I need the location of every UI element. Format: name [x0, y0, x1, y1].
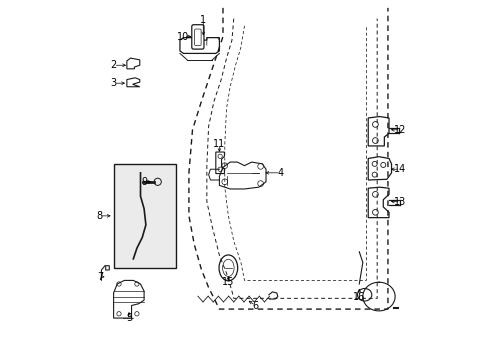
Text: 12: 12 [393, 125, 406, 135]
Text: 8: 8 [96, 211, 102, 221]
Text: 5: 5 [125, 313, 132, 323]
Text: 9: 9 [141, 177, 147, 187]
FancyBboxPatch shape [191, 25, 203, 49]
Text: 15: 15 [222, 277, 234, 287]
Text: 14: 14 [393, 164, 406, 174]
Text: 11: 11 [213, 139, 225, 149]
Text: 3: 3 [110, 78, 117, 88]
Text: 6: 6 [252, 301, 258, 311]
Text: 16: 16 [352, 292, 365, 302]
Text: 13: 13 [393, 197, 406, 207]
Text: 1: 1 [200, 15, 206, 26]
Text: 10: 10 [177, 32, 189, 41]
Text: 2: 2 [110, 60, 117, 70]
Text: 7: 7 [97, 272, 103, 282]
Text: 4: 4 [277, 168, 283, 178]
Bar [113, 164, 176, 268]
